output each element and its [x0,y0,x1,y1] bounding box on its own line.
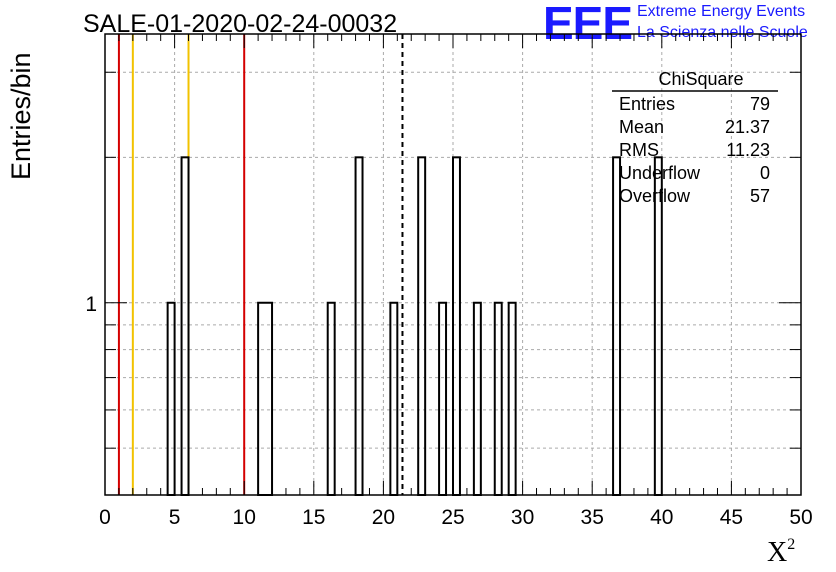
x-tick-label: 15 [302,506,325,529]
histogram-bin [417,156,427,496]
stats-label: Underflow [619,163,701,183]
x-tick-label: 35 [581,506,604,529]
histogram-bin [472,301,482,496]
stats-value: 79 [750,94,770,114]
histogram-bin [166,301,176,496]
y-tick-label: 1 [85,293,97,316]
x-tick-label: 50 [789,506,812,529]
histogram-bin [612,156,622,496]
x-tick-label: 0 [99,506,111,529]
histogram-bin [389,301,399,496]
histogram-bin [452,156,461,496]
histogram-bin [354,156,364,496]
histogram-bin [653,156,663,496]
stats-value: 0 [760,163,770,183]
histogram-bin [257,301,274,496]
stats-label: Mean [619,117,664,137]
stats-label: RMS [619,140,659,160]
stats-label: Entries [619,94,675,114]
histogram-bin [493,301,503,496]
logo-line-1: Extreme Energy Events [637,3,806,20]
x-tick-label: 5 [169,506,181,529]
stats-value: 57 [750,186,770,206]
histogram-bin [180,156,190,496]
histogram-bin [326,301,336,496]
histogram-bin [438,301,448,496]
logo-line-2: La Scienza nelle Scuole [637,24,808,41]
x-tick-label: 30 [511,506,534,529]
x-tick-label: 20 [372,506,395,529]
x-tick-label: 45 [720,506,743,529]
stats-label: Overflow [619,186,691,206]
x-axis-label: X2 [767,536,796,568]
stats-value: 11.23 [726,140,770,160]
x-tick-label: 25 [441,506,464,529]
x-tick-label: 10 [233,506,256,529]
stats-value: 21.37 [725,117,770,137]
eee-logo: EEE [543,0,633,49]
x-tick-label: 40 [650,506,673,529]
histogram-bin [507,301,517,496]
stats-title: ChiSquare [658,69,743,89]
